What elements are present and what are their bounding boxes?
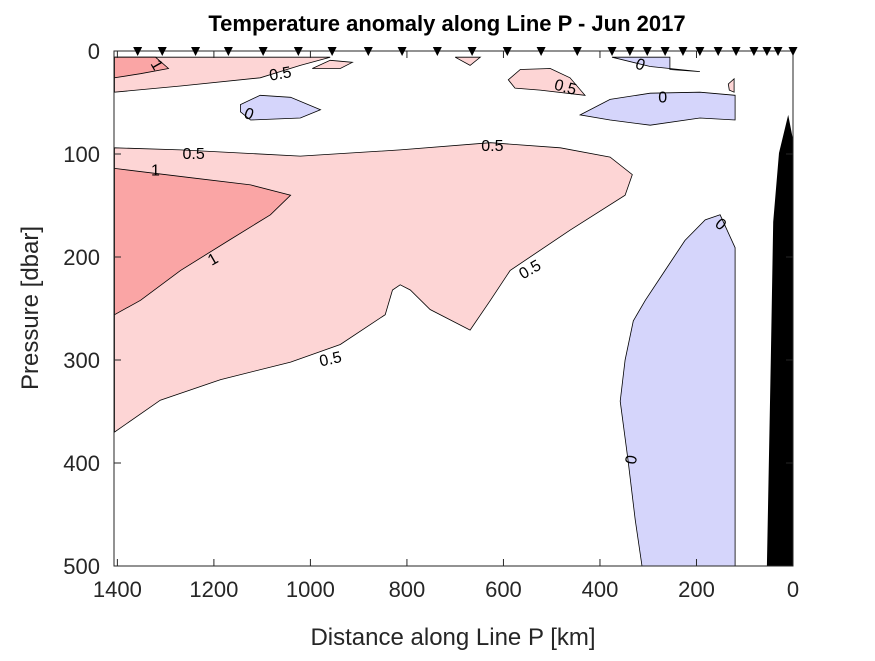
station-marker-icon [788,47,798,56]
station-marker-icon [191,47,201,56]
contour-region-neg [239,94,322,121]
y-tick-label: 100 [63,142,100,167]
station-marker-icon [695,47,705,56]
contour-regions [114,56,736,567]
station-marker-icon [157,47,167,56]
station-marker-icon [660,47,670,56]
x-tick-label: 1400 [93,577,142,602]
y-tick-label: 200 [63,245,100,270]
station-marker-icon [572,47,582,56]
contour-region-neg [578,91,736,126]
station-marker-icon [773,47,783,56]
x-tick-label: 1200 [189,577,238,602]
x-tick-label: 400 [582,577,619,602]
station-marker-icon [363,47,373,56]
bathymetry-shape [766,114,793,567]
chart-title: Temperature anomaly along Line P - Jun 2… [208,11,685,36]
x-tick-label: 1000 [286,577,335,602]
station-marker-icon [223,47,233,56]
contour-region-pos1 [114,167,292,316]
station-marker-icon [327,47,337,56]
contour-label: 0.5 [318,349,343,370]
contour-region-pos05 [507,68,586,96]
plot-frame [113,50,794,567]
y-axis-label: Pressure [dbar] [17,226,44,390]
station-marker-icon [502,47,512,56]
station-marker-icon [432,47,442,56]
axis-ticks: 1400 1200 1000 800 600 400 200 0010020030040050… [63,39,799,602]
x-tick-label: 600 [485,577,522,602]
contour-label: 0 [623,454,641,466]
contour-region-pos05 [312,59,354,69]
contour-label: 0 [658,90,667,107]
station-marker-icon [258,47,268,56]
contour-region-pos05 [455,56,482,66]
station-marker-icon [678,47,688,56]
station-marker-icon [749,47,759,56]
contour-label: 0.5 [552,77,578,99]
bathymetry [766,114,793,567]
contour-region-neg [619,214,736,567]
x-tick-label: 0 [787,577,799,602]
x-tick-label: 200 [678,577,715,602]
station-marker-icon [467,47,477,56]
y-tick-label: 0 [88,39,100,64]
station-marker-icon [536,47,546,56]
y-tick-label: 400 [63,451,100,476]
station-marker-icon [133,47,143,56]
contour-region-pos05 [727,77,735,93]
station-marker-icon [642,47,652,56]
station-marker-icon [607,47,617,56]
station-marker-icon [713,47,723,56]
y-tick-label: 500 [63,554,100,579]
station-marker-icon [625,47,635,56]
x-axis-label: Distance along Line P [km] [310,624,595,651]
station-markers [133,47,798,56]
contour-label: 0.5 [183,146,205,163]
station-marker-icon [397,47,407,56]
contour-region-neg [611,56,700,72]
station-marker-icon [731,47,741,56]
station-marker-icon [293,47,303,56]
y-tick-label: 300 [63,348,100,373]
contour-label: 1 [151,163,160,180]
station-marker-icon [762,47,772,56]
contour-label: 0.5 [268,64,293,85]
x-tick-label: 800 [389,577,426,602]
contour-label: 0.5 [481,138,503,155]
